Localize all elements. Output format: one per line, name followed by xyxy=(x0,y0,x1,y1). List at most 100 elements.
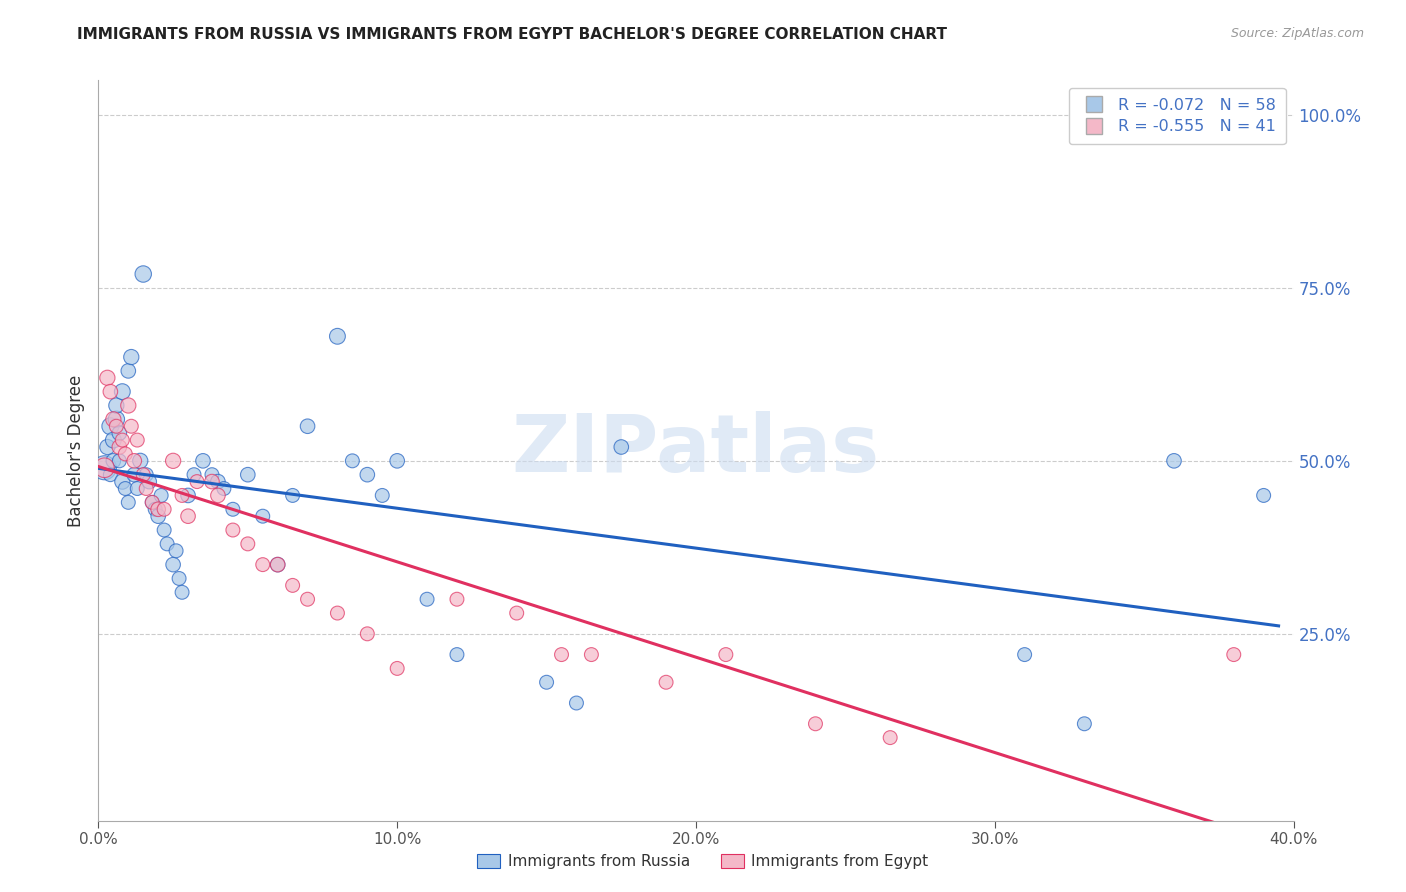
Point xyxy=(114,447,136,461)
Point xyxy=(281,578,304,592)
Point xyxy=(1014,648,1036,662)
Point xyxy=(138,475,160,489)
Point xyxy=(207,475,229,489)
Point xyxy=(103,454,125,468)
Y-axis label: Bachelor's Degree: Bachelor's Degree xyxy=(66,375,84,526)
Point xyxy=(124,467,146,482)
Point xyxy=(385,454,409,468)
Legend: R = -0.072   N = 58, R = -0.555   N = 41: R = -0.072 N = 58, R = -0.555 N = 41 xyxy=(1069,88,1285,144)
Point xyxy=(879,731,901,745)
Point xyxy=(207,488,229,502)
Text: ZIPatlas: ZIPatlas xyxy=(512,411,880,490)
Point xyxy=(103,433,125,447)
Point xyxy=(212,482,235,496)
Point xyxy=(96,440,118,454)
Point xyxy=(714,648,737,662)
Point xyxy=(98,467,122,482)
Point xyxy=(156,537,179,551)
Point xyxy=(506,606,529,620)
Point xyxy=(655,675,678,690)
Point xyxy=(108,440,131,454)
Point xyxy=(385,661,409,675)
Point xyxy=(117,364,139,378)
Point xyxy=(297,592,319,607)
Point xyxy=(177,488,200,502)
Legend: Immigrants from Russia, Immigrants from Egypt: Immigrants from Russia, Immigrants from … xyxy=(471,848,935,875)
Point xyxy=(177,509,200,524)
Point xyxy=(201,475,224,489)
Point xyxy=(98,384,122,399)
Point xyxy=(191,454,214,468)
Point xyxy=(96,371,118,385)
Point xyxy=(165,543,187,558)
Point xyxy=(342,454,364,468)
Text: Source: ZipAtlas.com: Source: ZipAtlas.com xyxy=(1230,27,1364,40)
Point xyxy=(124,454,146,468)
Point xyxy=(326,606,349,620)
Point xyxy=(581,648,603,662)
Point xyxy=(1223,648,1246,662)
Point xyxy=(111,475,134,489)
Point xyxy=(135,467,157,482)
Point xyxy=(1253,488,1275,502)
Point xyxy=(135,482,157,496)
Point xyxy=(162,454,184,468)
Point xyxy=(120,419,142,434)
Point xyxy=(111,384,134,399)
Point xyxy=(1163,454,1185,468)
Point xyxy=(93,460,115,475)
Point xyxy=(117,495,139,509)
Point xyxy=(148,509,170,524)
Point xyxy=(111,433,134,447)
Point xyxy=(108,454,131,468)
Point xyxy=(148,502,170,516)
Point xyxy=(127,482,149,496)
Point xyxy=(804,716,827,731)
Point xyxy=(120,350,142,364)
Point xyxy=(127,433,149,447)
Point xyxy=(446,592,468,607)
Point xyxy=(186,475,208,489)
Point xyxy=(117,399,139,413)
Point xyxy=(172,585,194,599)
Point xyxy=(162,558,184,572)
Point xyxy=(446,648,468,662)
Point xyxy=(114,482,136,496)
Point xyxy=(172,488,194,502)
Point xyxy=(143,502,166,516)
Point xyxy=(610,440,633,454)
Point xyxy=(105,412,128,426)
Point xyxy=(565,696,588,710)
Point xyxy=(103,412,125,426)
Point xyxy=(297,419,319,434)
Point xyxy=(536,675,558,690)
Point xyxy=(98,419,122,434)
Text: IMMIGRANTS FROM RUSSIA VS IMMIGRANTS FROM EGYPT BACHELOR'S DEGREE CORRELATION CH: IMMIGRANTS FROM RUSSIA VS IMMIGRANTS FRO… xyxy=(77,27,948,42)
Point xyxy=(550,648,572,662)
Point xyxy=(167,572,190,586)
Point xyxy=(108,426,131,441)
Point xyxy=(416,592,439,607)
Point xyxy=(93,460,115,475)
Point xyxy=(132,467,155,482)
Point xyxy=(129,454,152,468)
Point xyxy=(201,467,224,482)
Point xyxy=(183,467,205,482)
Point xyxy=(1073,716,1095,731)
Point xyxy=(153,502,176,516)
Point xyxy=(222,523,245,537)
Point xyxy=(236,467,259,482)
Point xyxy=(252,509,274,524)
Point xyxy=(236,537,259,551)
Point xyxy=(326,329,349,343)
Point xyxy=(105,419,128,434)
Point xyxy=(105,399,128,413)
Point xyxy=(150,488,173,502)
Point xyxy=(356,627,378,641)
Point xyxy=(222,502,245,516)
Point xyxy=(267,558,290,572)
Point xyxy=(153,523,176,537)
Point xyxy=(252,558,274,572)
Point xyxy=(141,495,163,509)
Point xyxy=(281,488,304,502)
